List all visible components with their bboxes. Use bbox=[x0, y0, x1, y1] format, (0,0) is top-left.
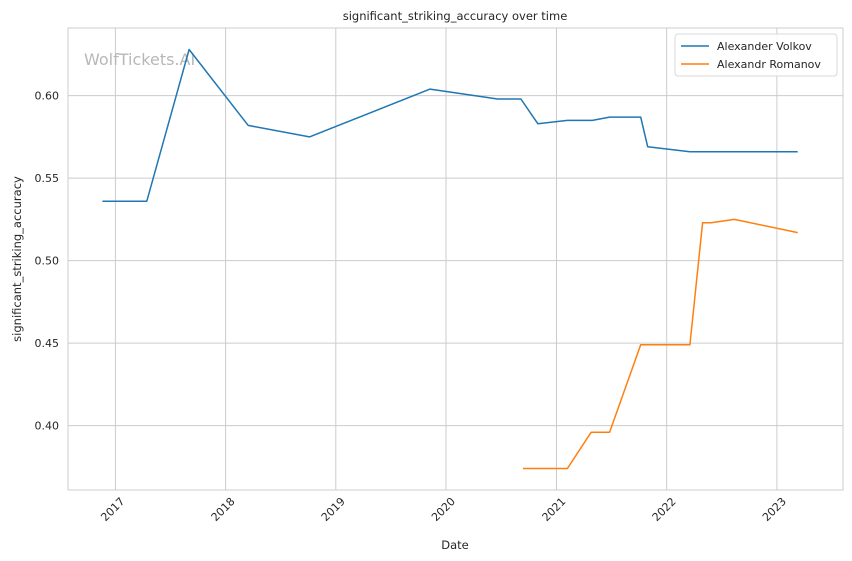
legend-box bbox=[674, 33, 838, 77]
x-tick-label: 2021 bbox=[540, 495, 569, 524]
chart-title: significant_striking_accuracy over time bbox=[343, 9, 568, 23]
y-tick-label: 0.50 bbox=[35, 255, 60, 268]
y-tick-label: 0.40 bbox=[35, 420, 60, 433]
legend-label: Alexander Volkov bbox=[717, 40, 812, 53]
series-line-0 bbox=[102, 48, 798, 202]
x-axis-ticks: 2017 2018 2019 2020 2021 2022 2023 bbox=[98, 495, 788, 524]
plot-area bbox=[67, 27, 844, 491]
x-tick-label: 2017 bbox=[98, 495, 127, 524]
series-layer bbox=[102, 48, 798, 470]
y-tick-label: 0.60 bbox=[35, 90, 60, 103]
x-tick-label: 2020 bbox=[429, 495, 458, 524]
grid-lines bbox=[68, 28, 843, 490]
y-tick-label: 0.45 bbox=[35, 337, 60, 350]
x-tick-label: 2023 bbox=[760, 495, 789, 524]
y-axis-ticks: 0.40 0.45 0.50 0.55 0.60 bbox=[35, 90, 60, 433]
x-tick-label: 2018 bbox=[209, 495, 238, 524]
legend-label: Alexandr Romanov bbox=[717, 58, 821, 71]
y-tick-label: 0.55 bbox=[35, 172, 60, 185]
series-line-1 bbox=[523, 218, 798, 470]
x-tick-label: 2022 bbox=[650, 495, 679, 524]
x-tick-label: 2019 bbox=[319, 495, 348, 524]
x-axis-title: Date bbox=[441, 538, 469, 552]
legend: Alexander Volkov Alexandr Romanov bbox=[674, 33, 838, 77]
watermark: WolfTickets.AI bbox=[84, 50, 195, 69]
y-axis-title: significant_striking_accuracy bbox=[10, 176, 24, 342]
